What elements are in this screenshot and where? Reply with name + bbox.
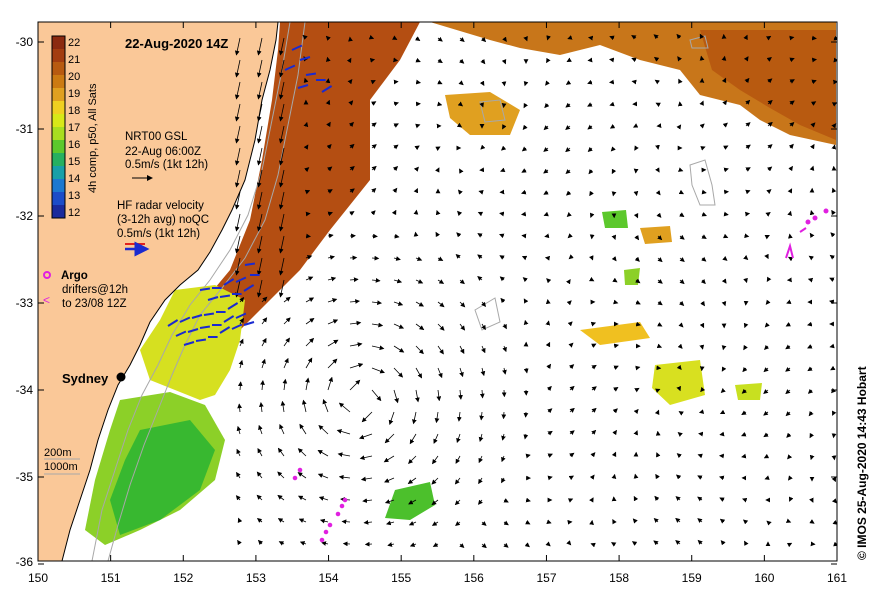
current-arrow: [589, 38, 592, 39]
colorbar-tick: 21: [68, 54, 80, 66]
colorbar-tick: 13: [68, 190, 80, 202]
sst-orange-patch: [640, 226, 672, 244]
drifters-range: to 23/08 12Z: [62, 298, 127, 310]
colorbar-tick: 22: [68, 37, 80, 49]
gsl-title: NRT00 GSL: [125, 131, 188, 143]
y-tick-label: -30: [16, 35, 34, 49]
current-arrow: [746, 236, 749, 237]
x-tick-label: 160: [754, 571, 774, 585]
current-arrow: [569, 258, 570, 259]
drifters-label: drifters@12h: [62, 284, 128, 296]
colorbar-tick: 15: [68, 156, 80, 168]
colorbar-swatch: [52, 140, 65, 154]
y-tick-label: -33: [16, 296, 34, 310]
argo-label: Argo: [61, 270, 88, 282]
x-tick-label: 155: [391, 571, 411, 585]
x-tick-label: 153: [246, 571, 266, 585]
y-tick-label: -35: [16, 470, 34, 484]
colorbar-tick: 14: [68, 173, 80, 185]
current-arrow: [306, 236, 310, 237]
current-arrow: [372, 258, 379, 259]
current-arrow: [522, 236, 526, 237]
y-tick-label: -36: [16, 555, 34, 569]
current-arrow: [460, 169, 461, 170]
x-tick-label: 159: [682, 571, 702, 585]
y-tick-label: -31: [16, 122, 34, 136]
x-tick-label: 156: [464, 571, 484, 585]
credit-block: © IMOS 25-Aug-2020 14:43 Hobart: [844, 40, 874, 560]
sst-green-small: [602, 210, 628, 228]
gsl-time: 22-Aug 06:00Z: [125, 146, 201, 158]
colorbar-swatch: [52, 75, 65, 89]
current-arrow: [588, 60, 592, 61]
colorbar-swatch: [52, 205, 65, 219]
contour-1000m-label: 1000m: [44, 461, 78, 473]
colorbar-swatch: [52, 88, 65, 102]
hf-scale: 0.5m/s (1kt 12h): [117, 228, 200, 240]
current-arrow: [504, 104, 505, 107]
sydney-label: Sydney: [62, 371, 109, 386]
sydney-marker: [117, 373, 126, 382]
current-arrow: [350, 258, 357, 259]
current-arrow: [834, 434, 835, 438]
current-arrow: [416, 210, 417, 214]
colorbar-swatch: [52, 166, 65, 180]
colorbar-label: 4h comp, p50, All Sats: [87, 83, 99, 193]
colorbar-tick: 18: [68, 105, 80, 117]
drifter-symbol: <: [43, 293, 50, 307]
hf-avg: (3-12h avg) noQC: [117, 214, 209, 226]
x-tick-label: 150: [28, 571, 48, 585]
colorbar-tick: 20: [68, 71, 80, 83]
current-arrow: [522, 214, 526, 215]
current-arrow: [372, 38, 373, 39]
current-arrow: [790, 500, 791, 501]
current-arrow: [372, 60, 374, 61]
current-arrow: [768, 235, 769, 236]
current-arrow: [812, 38, 816, 39]
current-arrow: [306, 214, 310, 215]
map-title: 22-Aug-2020 14Z: [125, 36, 228, 51]
colorbar-swatch: [52, 62, 65, 76]
x-tick-label: 154: [318, 571, 338, 585]
current-arrow: [570, 544, 571, 545]
hf-title: HF radar velocity: [117, 200, 204, 212]
current-arrow: [834, 456, 835, 460]
sst-green-small: [624, 268, 640, 285]
sst-yellow-offshore: [735, 383, 762, 400]
current-arrow: [416, 232, 417, 236]
colorbar-tick: 12: [68, 207, 80, 219]
x-tick-label: 151: [101, 571, 121, 585]
contour-200m-label: 200m: [44, 447, 72, 459]
x-tick-label: 161: [827, 571, 847, 585]
y-axis-labels: -30 -31 -32 -33 -34 -35 -36: [16, 35, 34, 569]
colorbar-swatch: [52, 127, 65, 141]
colorbar-swatch: [52, 101, 65, 115]
y-tick-label: -34: [16, 383, 34, 397]
current-arrow: [746, 214, 749, 215]
colorbar-swatch: [52, 36, 65, 50]
current-arrow: [366, 544, 372, 545]
gsl-scale: 0.5m/s (1kt 12h): [125, 159, 208, 171]
colorbar-swatch: [52, 179, 65, 193]
x-tick-label: 152: [173, 571, 193, 585]
colorbar-tick: 17: [68, 122, 80, 134]
current-arrow: [504, 82, 505, 86]
credit-text: © IMOS 25-Aug-2020 14:43 Hobart: [855, 366, 869, 560]
colorbar-tick: 16: [68, 139, 80, 151]
current-arrow: [504, 412, 505, 418]
current-arrow: [679, 412, 680, 413]
x-axis-labels: 150 151 152 153 154 155 156 157 158 159 …: [28, 571, 847, 585]
colorbar-swatch: [52, 192, 65, 206]
colorbar-swatch: [52, 114, 65, 128]
x-tick-label: 158: [609, 571, 629, 585]
current-arrow: [548, 38, 549, 40]
colorbar-swatch: [52, 153, 65, 167]
x-tick-label: 157: [536, 571, 556, 585]
colorbar-tick: 19: [68, 88, 80, 100]
current-arrow: [812, 60, 816, 61]
y-tick-label: -32: [16, 209, 34, 223]
colorbar-swatch: [52, 49, 65, 63]
